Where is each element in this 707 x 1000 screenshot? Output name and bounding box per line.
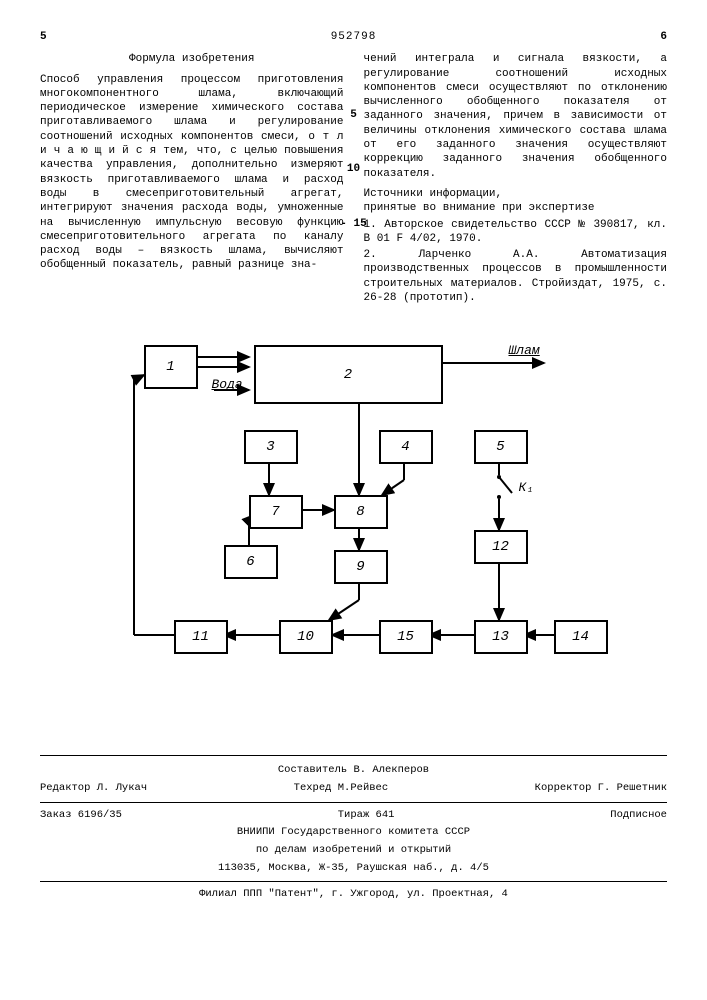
label-voda: Вода <box>212 377 243 394</box>
block-13: 13 <box>474 620 528 654</box>
block-diagram: 1 2 3 4 5 6 7 8 9 10 11 12 13 14 15 Шлам… <box>104 335 604 715</box>
footer: Составитель В. Алекперов Редактор Л. Лук… <box>40 755 667 903</box>
block-10: 10 <box>279 620 333 654</box>
line-marker-5: 5 <box>350 108 357 122</box>
address: 113035, Москва, Ж-35, Раушская наб., д. … <box>40 860 667 878</box>
compiler: Составитель В. Алекперов <box>40 762 667 780</box>
line-marker-15: - 15 <box>340 217 366 231</box>
block-2: 2 <box>254 345 443 404</box>
block-15: 15 <box>379 620 433 654</box>
source-2: 2. Ларченко А.А. Автоматизация производс… <box>364 248 668 305</box>
header: 5 952798 6 <box>40 30 667 44</box>
org-line1: ВНИИПИ Государственного комитета СССР <box>40 824 667 842</box>
block-1: 1 <box>144 345 198 389</box>
block-8: 8 <box>334 495 388 529</box>
block-12: 12 <box>474 530 528 564</box>
left-column: Формула изобретения Способ управления пр… <box>40 52 344 305</box>
block-7: 7 <box>249 495 303 529</box>
left-body: Способ управления процессом приготовлени… <box>40 73 344 273</box>
corrector: Корректор Г. Решетник <box>535 782 667 796</box>
block-9: 9 <box>334 550 388 584</box>
label-k1: К₁ <box>519 480 535 497</box>
tirazh: Тираж 641 <box>338 809 395 823</box>
block-4: 4 <box>379 430 433 464</box>
techred: Техред М.Рейвес <box>294 782 389 796</box>
block-3: 3 <box>244 430 298 464</box>
block-6: 6 <box>224 545 278 579</box>
branch: Филиал ППП "Патент", г. Ужгород, ул. Про… <box>40 886 667 904</box>
right-body: чений интеграла и сигнала вязкости, а ре… <box>364 52 668 181</box>
line-marker-10: 10 <box>347 162 360 176</box>
editor: Редактор Л. Лукач <box>40 782 147 796</box>
label-shlam: Шлам <box>509 343 540 360</box>
right-column: чений интеграла и сигнала вязкости, а ре… <box>364 52 668 305</box>
source-1: 1. Авторское свидетельство СССР № 390817… <box>364 218 668 247</box>
sources-title: Источники информации, <box>364 187 668 201</box>
page-right: 6 <box>660 30 667 44</box>
block-14: 14 <box>554 620 608 654</box>
org-line2: по делам изобретений и открытий <box>40 842 667 860</box>
page-left: 5 <box>40 30 47 44</box>
order: Заказ 6196/35 <box>40 809 122 823</box>
text-body: Формула изобретения Способ управления пр… <box>40 52 667 305</box>
document-number: 952798 <box>331 30 377 44</box>
sources-sub: принятые во внимание при экспертизе <box>364 201 668 215</box>
block-5: 5 <box>474 430 528 464</box>
block-11: 11 <box>174 620 228 654</box>
podpisnoe: Подписное <box>610 809 667 823</box>
formula-title: Формула изобретения <box>40 52 344 66</box>
